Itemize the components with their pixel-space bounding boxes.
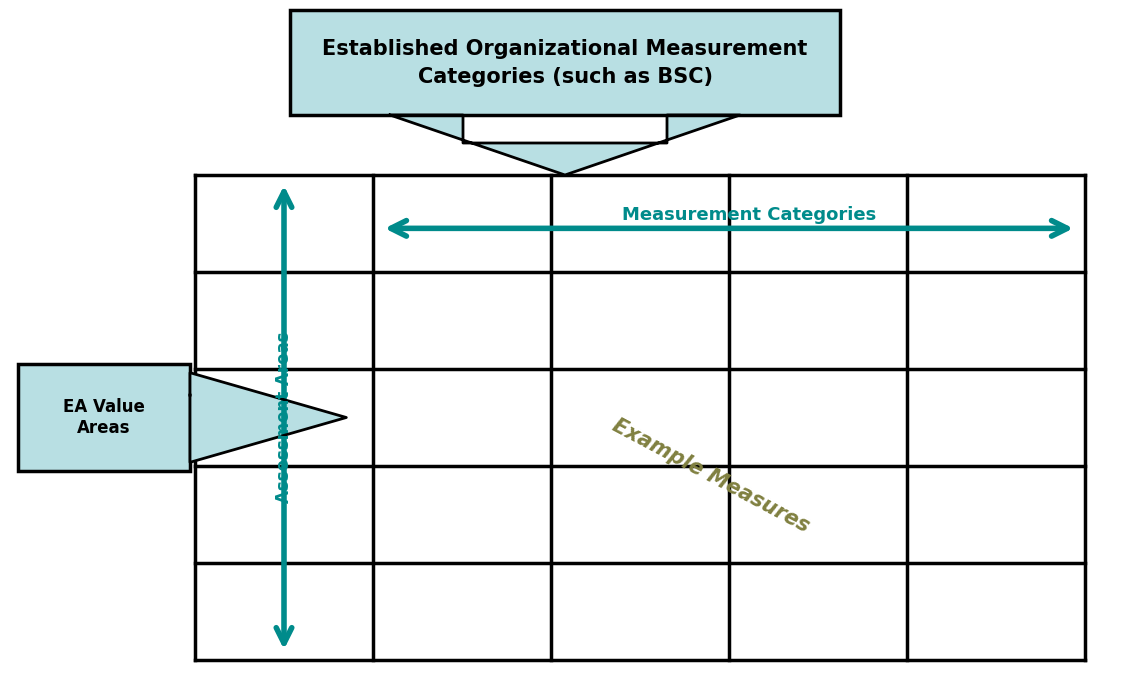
FancyBboxPatch shape	[290, 10, 840, 115]
Polygon shape	[391, 115, 740, 175]
FancyBboxPatch shape	[18, 364, 190, 471]
Text: Established Organizational Measurement
Categories (such as BSC): Established Organizational Measurement C…	[323, 38, 808, 87]
Text: Example Measures: Example Measures	[609, 415, 813, 536]
Polygon shape	[190, 373, 346, 462]
Text: Assessment Areas: Assessment Areas	[275, 332, 293, 503]
Text: EA Value
Areas: EA Value Areas	[63, 398, 145, 437]
Text: Measurement Categories: Measurement Categories	[621, 206, 876, 224]
